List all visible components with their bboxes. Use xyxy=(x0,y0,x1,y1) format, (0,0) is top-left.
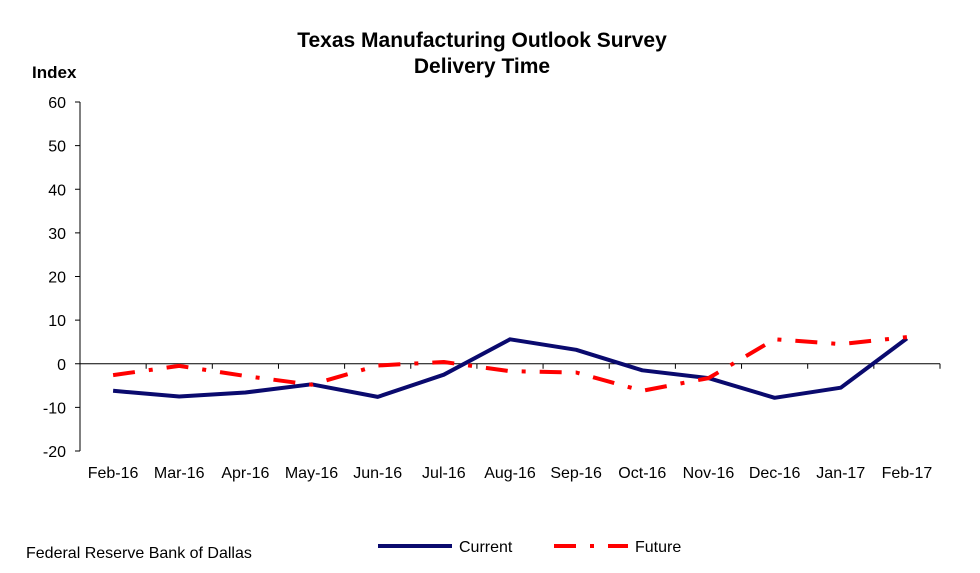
legend-label-current: Current xyxy=(459,539,513,556)
chart-title: Texas Manufacturing Outlook Survey xyxy=(297,29,667,52)
x-tick-label: Jun-16 xyxy=(353,465,402,482)
y-tick-label: 0 xyxy=(57,357,66,374)
x-tick-label: Nov-16 xyxy=(683,465,735,482)
x-tick-label: Feb-17 xyxy=(882,465,933,482)
legend: Current Future xyxy=(378,539,681,556)
y-tick-label: 60 xyxy=(48,95,66,112)
y-axis-label: Index xyxy=(32,63,77,82)
y-axis-ticks: -20 -10 0 10 20 30 40 50 60 xyxy=(43,95,80,461)
y-tick-label: 20 xyxy=(48,270,66,287)
x-tick-label: Dec-16 xyxy=(749,465,801,482)
series-lines xyxy=(112,335,909,400)
x-tick-label: Apr-16 xyxy=(221,465,269,482)
x-tick-label: Feb-16 xyxy=(88,465,139,482)
y-tick-label: 10 xyxy=(48,313,66,330)
y-tick-label: 40 xyxy=(48,182,66,199)
axes xyxy=(79,102,940,451)
series-line-current xyxy=(112,336,909,400)
x-tick-label: Aug-16 xyxy=(484,465,536,482)
x-tick-label: May-16 xyxy=(285,465,338,482)
x-axis-ticks: Feb-16 Mar-16 Apr-16 May-16 Jun-16 Jul-16 Aug-… xyxy=(79,363,941,482)
y-tick-label: -20 xyxy=(43,444,66,461)
x-tick-label: Oct-16 xyxy=(618,465,666,482)
source-note: Federal Reserve Bank of Dallas xyxy=(26,545,252,562)
x-tick-label: Sep-16 xyxy=(550,465,602,482)
legend-label-future: Future xyxy=(635,539,681,556)
y-tick-label: 30 xyxy=(48,226,66,243)
y-tick-label: 50 xyxy=(48,139,66,156)
chart-subtitle: Delivery Time xyxy=(414,55,550,78)
y-tick-label: -10 xyxy=(43,400,66,417)
x-tick-label: Jul-16 xyxy=(422,465,466,482)
x-tick-label: Jan-17 xyxy=(816,465,865,482)
x-tick-label: Mar-16 xyxy=(154,465,205,482)
